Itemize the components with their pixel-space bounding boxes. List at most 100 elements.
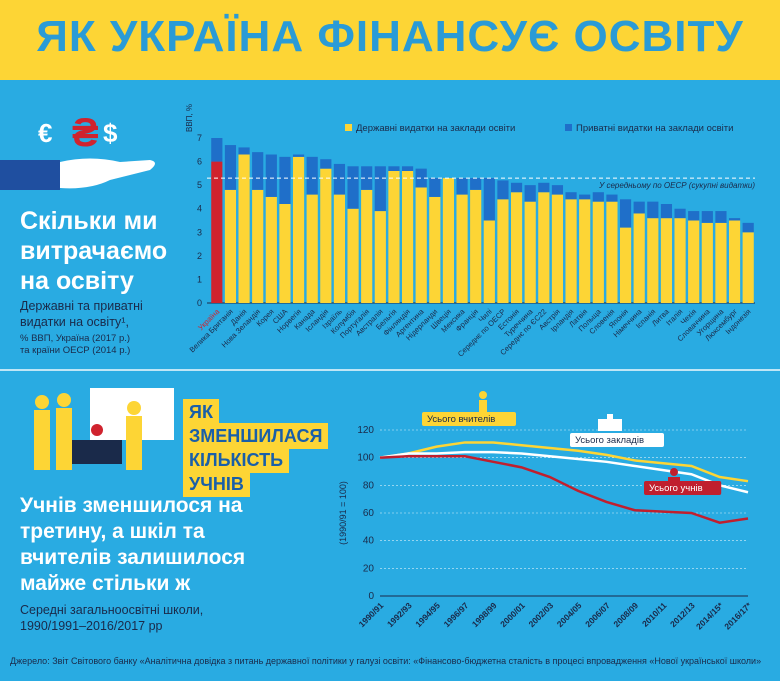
bar-private	[551, 185, 564, 195]
classroom-icon	[34, 388, 174, 470]
series-label: Усього вчителів	[427, 414, 495, 425]
svg-text:₴: ₴	[72, 111, 99, 155]
bar-public	[688, 220, 700, 303]
students-subtitle-line: 1990/1991–2016/2017 рр	[20, 619, 163, 633]
x-tick-label: 2006/07	[583, 600, 612, 629]
bar-public	[619, 227, 632, 303]
y-tick-label: 100	[357, 453, 374, 464]
bar-public	[361, 189, 373, 303]
bar-public	[728, 220, 741, 303]
y-tick-label: 4	[197, 204, 202, 214]
spending-subtitle-line: Державні та приватні	[20, 299, 143, 313]
money-hand-icon: € ₴ $	[0, 111, 155, 190]
y-axis-label: ВВП, %	[185, 104, 194, 132]
y-tick-label: 0	[197, 298, 202, 308]
bar-public	[347, 208, 359, 303]
bar-private	[347, 166, 359, 209]
bar-public	[388, 171, 400, 303]
bar-private	[619, 199, 632, 228]
teacher-icon	[479, 391, 487, 414]
bar-private	[510, 182, 523, 193]
y-tick-label: 1	[197, 274, 202, 284]
x-tick-label: 2012/13	[668, 600, 697, 629]
x-tick-label: 1994/95	[413, 600, 442, 629]
bar-private	[715, 211, 727, 223]
bar-public	[333, 194, 346, 303]
bar-public	[265, 196, 277, 303]
bar-private	[728, 218, 741, 221]
x-tick-label: 2002/03	[526, 600, 555, 629]
bar-public	[442, 178, 455, 303]
bar-private	[292, 154, 305, 157]
page-title: ЯК УКРАЇНА ФІНАНСУЄ ОСВІТУ	[36, 12, 744, 61]
bar-public	[510, 192, 523, 303]
bar-public	[633, 213, 645, 303]
svg-text:€: €	[38, 118, 52, 148]
x-tick-label: 1990/91	[357, 600, 386, 629]
bar-public	[551, 194, 564, 303]
bar-public	[211, 161, 223, 303]
y-tick-label: 3	[197, 227, 202, 237]
bar-private	[388, 166, 400, 171]
svg-text:$: $	[103, 118, 118, 148]
bar-public	[579, 199, 591, 303]
bar-public	[320, 168, 332, 303]
x-tick-label: 2000/01	[498, 600, 527, 629]
bar-public	[660, 218, 673, 303]
bar-private	[415, 168, 427, 188]
bar-private	[320, 159, 332, 169]
y-tick-label: 20	[363, 563, 375, 574]
spending-bar-chart: ВВП, % 0 1 2 3 4 5 6 7 Державні видатки на заклад…	[185, 104, 755, 358]
bar-private	[333, 163, 346, 195]
bar-private	[401, 166, 414, 171]
bar-private	[674, 208, 686, 219]
bar-private	[483, 178, 495, 221]
x-tick-label: 2016/17*	[722, 600, 754, 632]
bar-public	[306, 194, 318, 303]
y-axis-label: (1990/91 = 100)	[338, 481, 348, 545]
bar-public	[606, 201, 618, 303]
bar-private	[592, 192, 604, 202]
spending-heading-line: Скільки ми	[20, 207, 158, 235]
legend-label-private: Приватні видатки на заклади освіти	[576, 123, 733, 134]
badge-line: ЯК	[183, 399, 219, 425]
students-heading: Учнів зменшилося на третину, а шкіл та в…	[20, 493, 245, 597]
bar-private	[688, 211, 700, 221]
bar-public	[592, 201, 604, 303]
badge-line: КІЛЬКІСТЬ	[183, 447, 290, 473]
bar-private	[565, 192, 577, 200]
bar-private	[279, 156, 291, 204]
bar-private	[633, 201, 645, 214]
bar-private	[306, 156, 318, 195]
badge-line: УЧНІВ	[183, 471, 250, 497]
bar-private	[374, 166, 386, 212]
students-subtitle-line: Середні загальноосвітні школи,	[20, 603, 204, 617]
bar-private	[660, 204, 673, 219]
spending-subtitle-line: видатки на освіту¹,	[20, 315, 129, 329]
bar-private	[701, 211, 713, 223]
x-tick-label: 1992/93	[385, 600, 414, 629]
students-heading-line: майже стільки ж	[20, 572, 191, 595]
bar-private	[497, 180, 509, 200]
y-tick-label: 6	[197, 157, 202, 167]
legend-label-public: Державні видатки на заклади освіти	[356, 123, 515, 134]
students-heading-line: третину, а шкіл та	[20, 520, 205, 543]
bar-private	[252, 152, 264, 190]
series-line	[379, 450, 749, 494]
bar-private	[211, 138, 223, 162]
students-heading-line: вчителів залишилося	[20, 546, 246, 569]
bar-public	[279, 204, 291, 303]
series-line	[379, 455, 749, 524]
bar-public	[415, 187, 427, 303]
series-label-box	[570, 433, 664, 447]
bar-private	[238, 147, 250, 155]
series-label: Усього учнів	[649, 483, 703, 494]
series-line	[379, 441, 749, 483]
bar-public	[538, 192, 550, 303]
bar-private	[742, 222, 754, 233]
bar-public	[456, 194, 468, 303]
bar-private	[429, 178, 441, 197]
y-tick-label: 120	[357, 425, 374, 436]
students-subtitle: Середні загальноосвітні школи, 1990/1991…	[20, 602, 203, 634]
